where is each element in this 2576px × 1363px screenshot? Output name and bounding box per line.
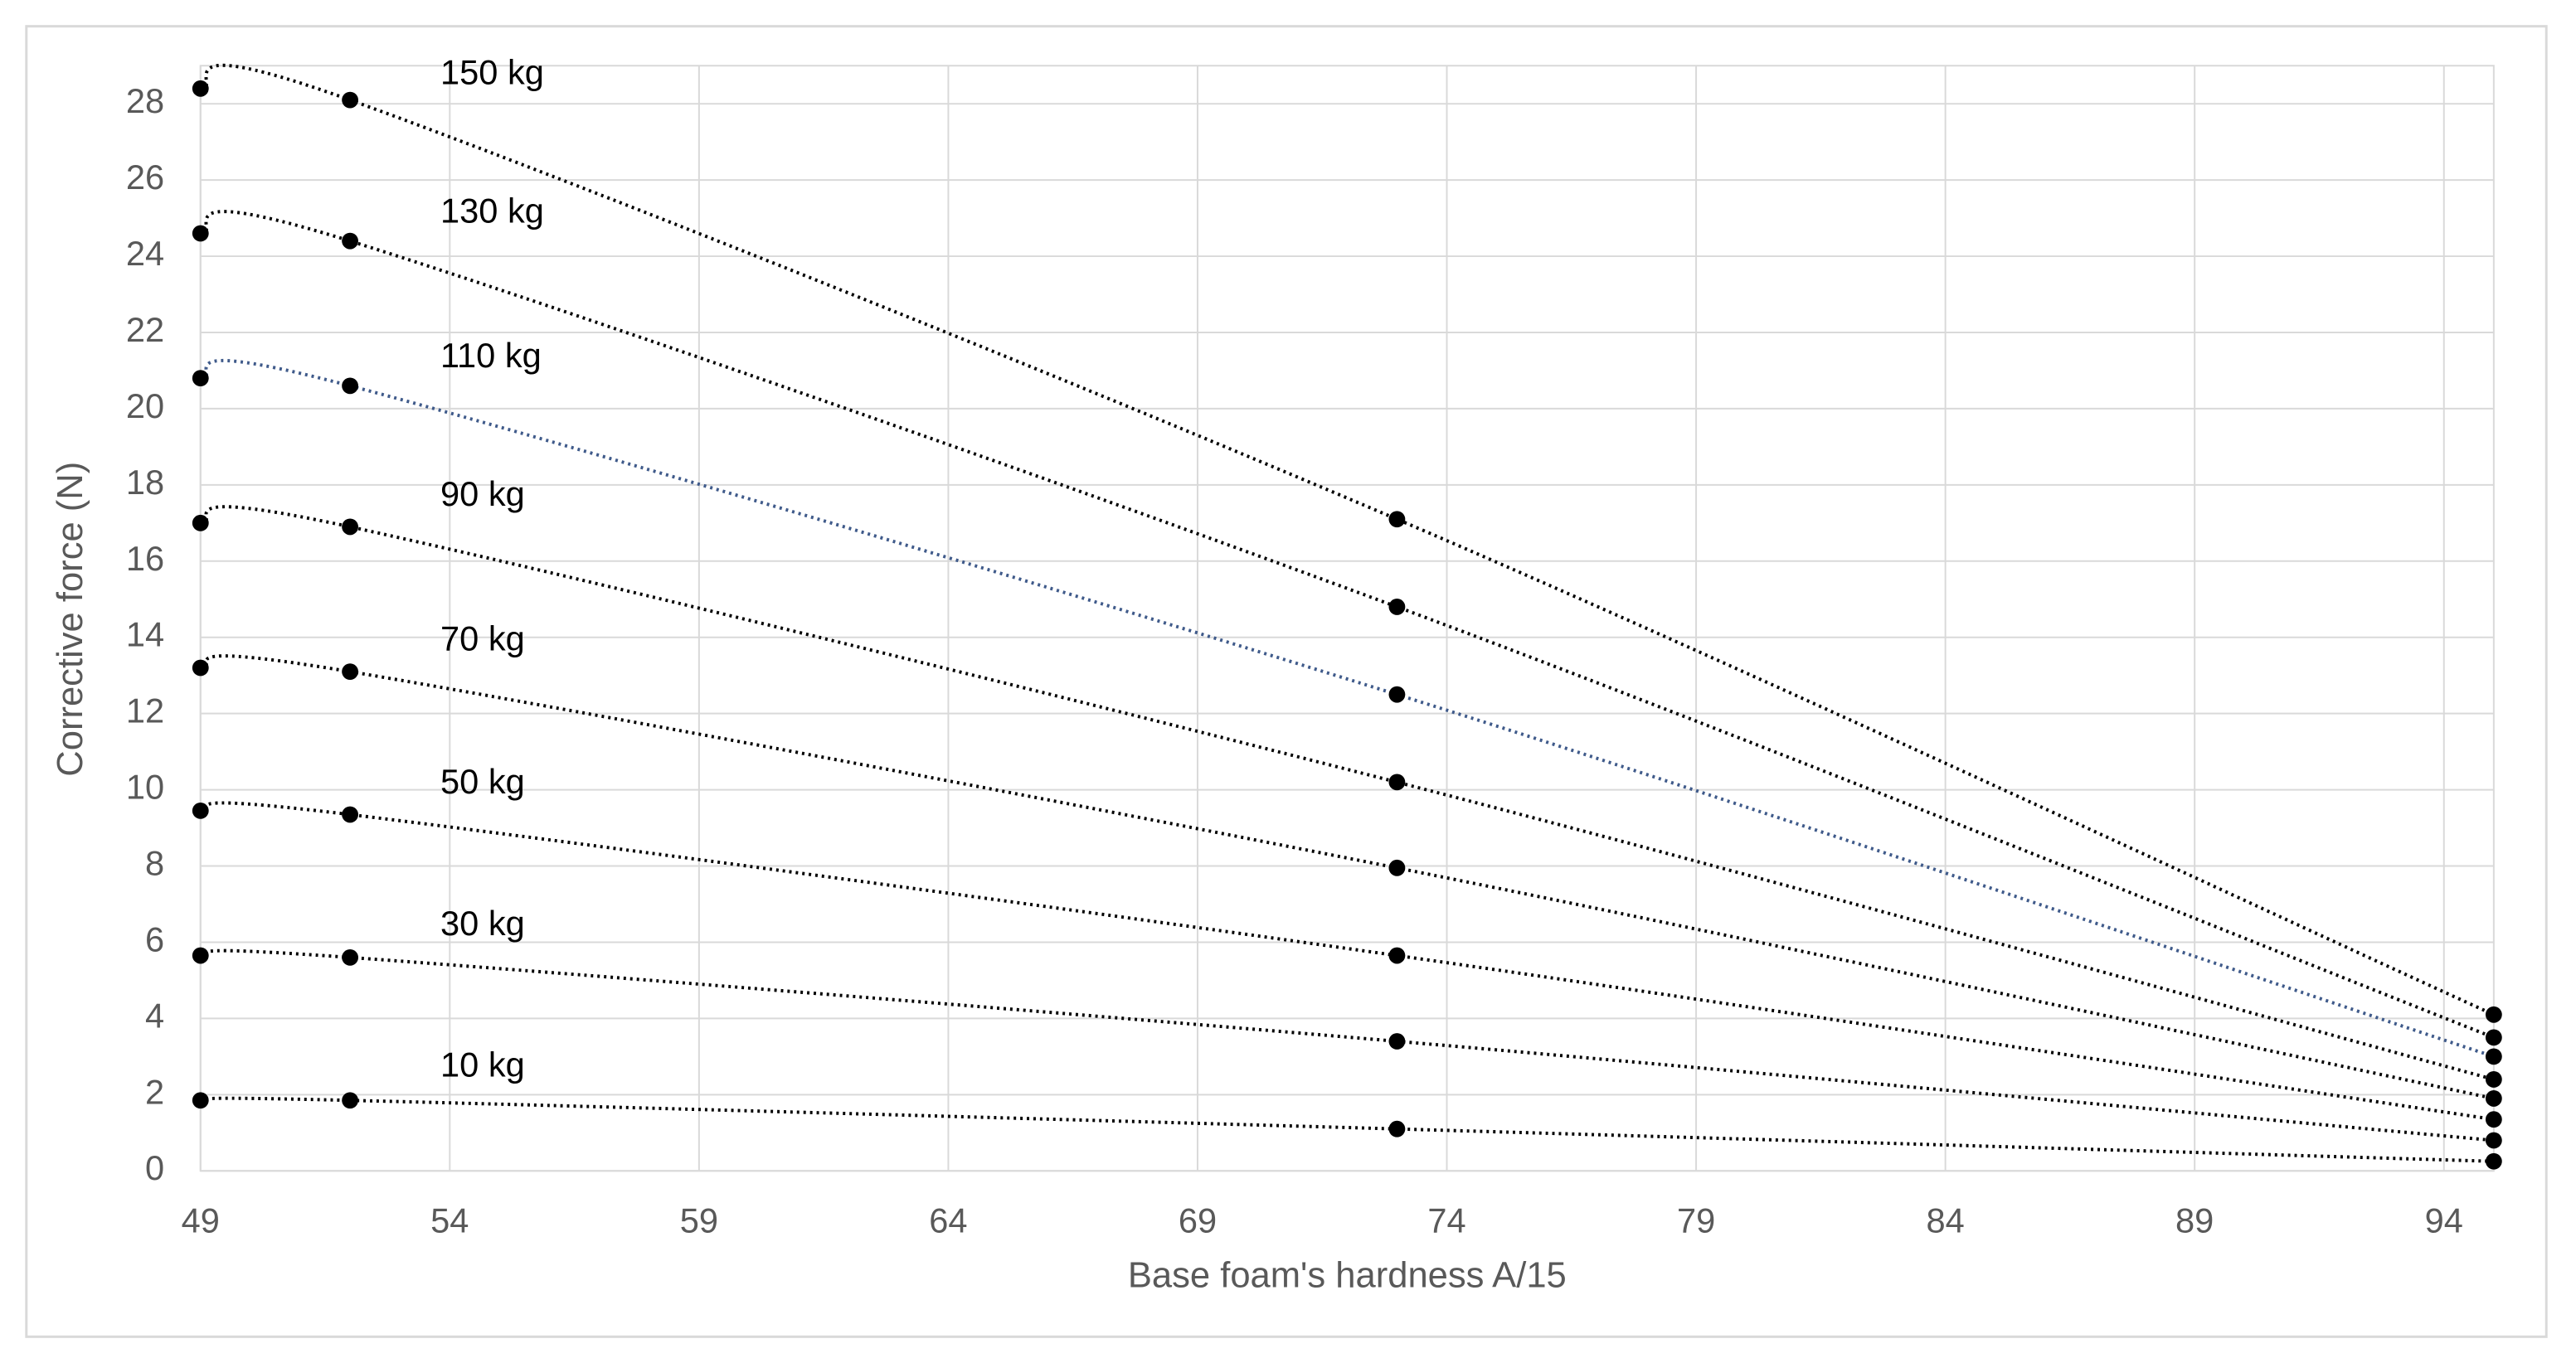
x-tick-label: 79 bbox=[1677, 1201, 1715, 1240]
series-label: 90 kg bbox=[440, 474, 525, 513]
y-tick-label: 28 bbox=[126, 81, 164, 120]
data-point bbox=[342, 663, 358, 680]
data-point bbox=[192, 947, 209, 964]
data-point bbox=[192, 1092, 209, 1109]
data-point bbox=[342, 948, 358, 966]
data-point bbox=[2485, 1071, 2502, 1088]
data-point bbox=[1388, 1120, 1406, 1137]
data-point bbox=[342, 232, 358, 250]
data-point bbox=[2485, 1111, 2502, 1128]
data-point bbox=[2485, 1029, 2502, 1046]
x-tick-label: 59 bbox=[680, 1201, 718, 1240]
x-tick-label: 94 bbox=[2425, 1201, 2463, 1240]
data-point bbox=[192, 80, 209, 97]
data-point bbox=[1388, 947, 1406, 964]
chart-border bbox=[25, 25, 2548, 1338]
series-line bbox=[200, 654, 2495, 1100]
data-point bbox=[342, 518, 358, 536]
series-label: 110 kg bbox=[440, 336, 542, 375]
data-point bbox=[192, 514, 209, 531]
series-label: 10 kg bbox=[440, 1045, 525, 1084]
y-tick-label: 24 bbox=[126, 234, 164, 273]
y-tick-label: 20 bbox=[126, 386, 164, 425]
series-label: 150 kg bbox=[440, 53, 544, 92]
y-tick-label: 22 bbox=[126, 310, 164, 349]
data-point bbox=[1388, 1033, 1406, 1050]
y-tick-label: 26 bbox=[126, 158, 164, 196]
data-point bbox=[342, 1092, 358, 1109]
y-tick-label: 8 bbox=[145, 844, 164, 883]
x-axis-title: Base foam's hardness A/15 bbox=[1128, 1256, 1567, 1296]
data-point bbox=[2485, 1132, 2502, 1149]
x-tick-label: 74 bbox=[1427, 1201, 1465, 1240]
x-tick-label: 64 bbox=[929, 1201, 967, 1240]
x-tick-label: 89 bbox=[2175, 1201, 2214, 1240]
series-label: 50 kg bbox=[440, 762, 525, 801]
data-point bbox=[342, 91, 358, 109]
y-tick-label: 4 bbox=[145, 996, 164, 1035]
y-tick-label: 6 bbox=[145, 919, 164, 958]
series-label: 130 kg bbox=[440, 191, 544, 230]
data-point bbox=[2485, 1090, 2502, 1107]
data-point bbox=[342, 377, 358, 395]
y-tick-label: 12 bbox=[126, 691, 164, 730]
data-point bbox=[1388, 774, 1406, 791]
y-tick-label: 2 bbox=[145, 1072, 164, 1111]
data-point bbox=[192, 802, 209, 819]
data-point bbox=[1388, 599, 1406, 615]
data-point bbox=[1388, 859, 1406, 876]
data-point bbox=[2485, 1152, 2502, 1170]
x-tick-label: 84 bbox=[1927, 1201, 1965, 1240]
data-point bbox=[2485, 1048, 2502, 1065]
y-tick-label: 0 bbox=[145, 1148, 164, 1187]
x-tick-label: 54 bbox=[430, 1201, 469, 1240]
series-label: 70 kg bbox=[440, 619, 525, 658]
y-tick-label: 14 bbox=[126, 615, 164, 654]
data-point bbox=[192, 225, 209, 242]
series-label: 30 kg bbox=[440, 904, 525, 943]
data-point bbox=[1388, 686, 1406, 703]
data-point bbox=[342, 806, 358, 823]
x-tick-label: 69 bbox=[1179, 1201, 1217, 1240]
y-tick-label: 10 bbox=[126, 768, 164, 807]
data-point bbox=[192, 659, 209, 677]
y-tick-label: 18 bbox=[126, 463, 164, 502]
series-line bbox=[200, 358, 2495, 1059]
data-point bbox=[192, 370, 209, 387]
data-point bbox=[2485, 1006, 2502, 1023]
x-tick-label: 49 bbox=[182, 1201, 220, 1240]
series-line bbox=[200, 210, 2495, 1040]
series-line bbox=[200, 63, 2495, 1016]
y-axis-title: Corrective force (N) bbox=[51, 462, 90, 777]
series-line bbox=[200, 505, 2495, 1081]
y-tick-label: 16 bbox=[126, 539, 164, 578]
data-point bbox=[1388, 511, 1406, 528]
